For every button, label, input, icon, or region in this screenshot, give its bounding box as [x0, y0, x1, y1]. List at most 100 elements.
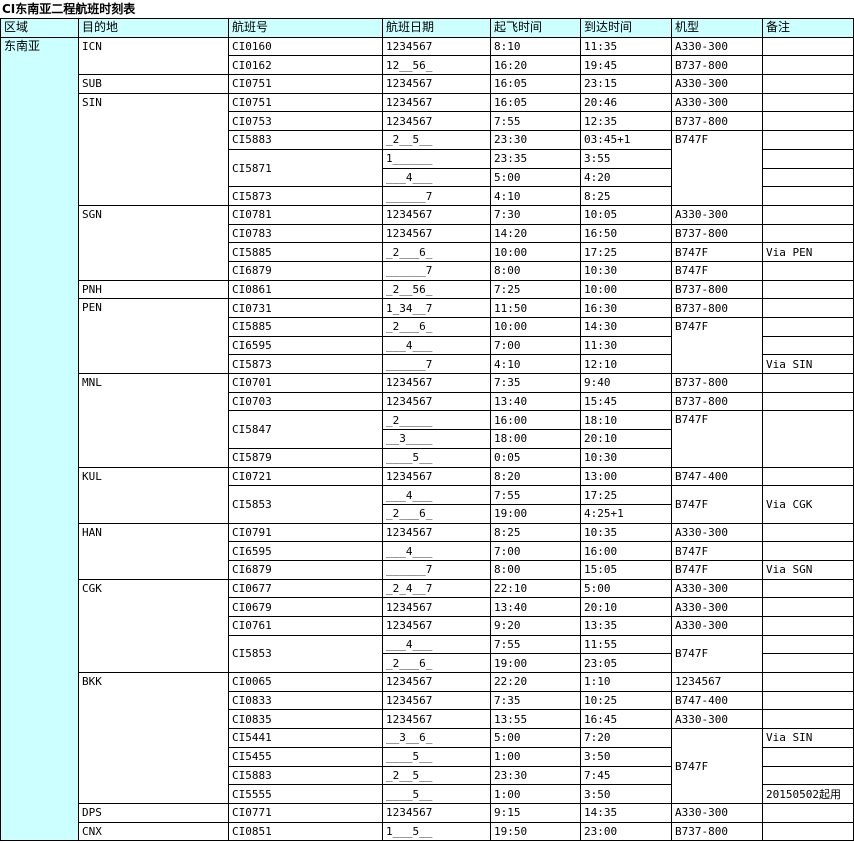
flight-days-cell: 1234567 [382, 204, 491, 225]
table-row: CI5883 _2__5__ 23:30 7:45 [1, 765, 854, 786]
remarks-cell [762, 653, 854, 674]
remarks-cell [762, 317, 854, 337]
remarks-cell [762, 279, 854, 300]
aircraft-cell: A330-300 [671, 578, 763, 599]
arrival-cell: 11:35 [580, 36, 672, 57]
aircraft-cell: A330-300 [671, 204, 763, 225]
flight-schedule-table: 区域 目的地 航班号 航班日期 起飞时间 到达时间 机型 备注 东南亚 ICN CI… [0, 18, 854, 842]
arrival-cell: 3:50 [580, 746, 672, 767]
flight-days-cell: _2___6_ [382, 317, 491, 337]
departure-cell: 7:00 [490, 335, 581, 356]
destination-cell: CNX [78, 821, 229, 842]
arrival-cell: 17:25 [580, 242, 672, 262]
remarks-cell [762, 74, 854, 94]
table-row: CI0679 1234567 13:40 20:10 A330-300 [1, 597, 854, 617]
flight-days-cell: 1234567 [382, 36, 491, 57]
departure-cell: 9:20 [490, 616, 581, 636]
flight-number-cell: CI0783 [228, 223, 383, 244]
aircraft-cell: B737-800 [671, 223, 763, 244]
remarks-cell [762, 92, 854, 113]
table-row: CI5455 ____5__ 1:00 3:50 [1, 746, 854, 767]
header-arrival: 到达时间 [580, 18, 672, 38]
flight-number-cell: CI0731 [228, 298, 383, 318]
departure-cell: 16:20 [490, 55, 581, 76]
remarks-cell: Via SGN [762, 559, 854, 580]
remarks-cell [762, 55, 854, 76]
table-row: CNX CI0851 1___5__ 19:50 23:00 B737-800 [1, 821, 854, 842]
flight-days-cell: 1______ [382, 148, 491, 169]
aircraft-cell: A330-300 [671, 92, 763, 113]
remarks-cell [762, 260, 854, 281]
arrival-cell: 23:00 [580, 821, 672, 842]
flight-number-cell: CI0677 [228, 578, 383, 599]
arrival-cell: 20:46 [580, 92, 672, 113]
table-row: PNH CI0861 _2__56_ 7:25 10:00 B737-800 [1, 279, 854, 300]
departure-cell: 8:00 [490, 260, 581, 281]
table-row: CI5853 ___4___ 7:55 11:55 B747F [1, 634, 854, 674]
flight-days-cell: _2___6_ [382, 653, 491, 674]
flight-days-cell: ______7 [382, 260, 491, 281]
flight-number-cell: CI6879 [228, 260, 383, 281]
arrival-cell: 13:35 [580, 616, 672, 636]
flight-days-cell: _2__5__ [382, 130, 491, 150]
arrival-cell: 15:45 [580, 391, 672, 412]
remarks-cell: 20150502起用 [762, 784, 854, 804]
arrival-cell: 15:05 [580, 559, 672, 580]
aircraft-cell: B737-800 [671, 391, 763, 412]
flight-days-cell: _2_____ [382, 410, 491, 431]
departure-cell: 10:00 [490, 242, 581, 262]
arrival-cell: 03:45+1 [580, 130, 672, 150]
remarks-cell [762, 821, 854, 842]
departure-cell: 7:00 [490, 541, 581, 561]
table-row: _2___6_ 19:00 4:25+1 [1, 503, 854, 524]
flight-number-cell: CI5885 [228, 317, 383, 337]
departure-cell: 0:05 [490, 447, 581, 468]
aircraft-cell: A330-300 [671, 802, 763, 823]
table-row: CI0162 12__56_ 16:20 19:45 B737-800 [1, 55, 854, 76]
table-row: DPS CI0771 1234567 9:15 14:35 A330-300 [1, 802, 854, 823]
table-row: _2___6_ 19:00 23:05 [1, 653, 854, 674]
flight-number-cell: CI5885 [228, 242, 383, 262]
flight-number-cell: CI5879 [228, 447, 383, 468]
flight-days-cell: ____5__ [382, 784, 491, 804]
arrival-cell: 18:10 [580, 410, 672, 431]
flight-days-cell: _2__56_ [382, 279, 491, 300]
table-row: CI5847 _2_____ 16:00 18:10 B747F [1, 410, 854, 468]
departure-cell: 5:00 [490, 728, 581, 748]
remarks-cell [762, 597, 854, 617]
departure-cell: 1:00 [490, 746, 581, 767]
flight-days-cell: ______7 [382, 354, 491, 375]
departure-cell: 22:10 [490, 578, 581, 599]
aircraft-cell: 1234567 [671, 672, 763, 692]
remarks-cell [762, 616, 854, 636]
departure-cell: 14:20 [490, 223, 581, 244]
arrival-cell: 1:10 [580, 672, 672, 692]
remarks-cell [762, 373, 854, 393]
remarks-cell [762, 204, 854, 225]
table-row: CI6879 ______7 8:00 15:05 B747F Via SGN [1, 559, 854, 580]
destination-cell: SIN [78, 92, 229, 206]
arrival-cell: 16:00 [580, 541, 672, 561]
flight-number-cell: CI0162 [228, 55, 383, 76]
arrival-cell: 10:35 [580, 522, 672, 543]
destination-cell: SUB [78, 74, 229, 94]
table-row: ___4___ 5:00 4:20 [1, 167, 854, 188]
aircraft-cell: A330-300 [671, 709, 763, 730]
remarks-cell [762, 578, 854, 599]
flight-number-cell: CI0835 [228, 709, 383, 730]
arrival-cell: 11:55 [580, 634, 672, 655]
departure-cell: 18:00 [490, 429, 581, 449]
arrival-cell: 3:55 [580, 148, 672, 169]
remarks-cell [762, 111, 854, 132]
remarks-cell [762, 223, 854, 244]
arrival-cell: 20:10 [580, 597, 672, 617]
flight-days-cell: 1234567 [382, 709, 491, 730]
flight-number-cell: CI0771 [228, 802, 383, 823]
flight-number-cell: CI0160 [228, 36, 383, 57]
departure-cell: 7:55 [490, 111, 581, 132]
remarks-cell [762, 466, 854, 487]
aircraft-cell: B747-400 [671, 466, 763, 487]
flight-days-cell: 1234567 [382, 391, 491, 412]
flight-number-cell: CI6879 [228, 559, 383, 580]
remarks-cell [762, 130, 854, 150]
